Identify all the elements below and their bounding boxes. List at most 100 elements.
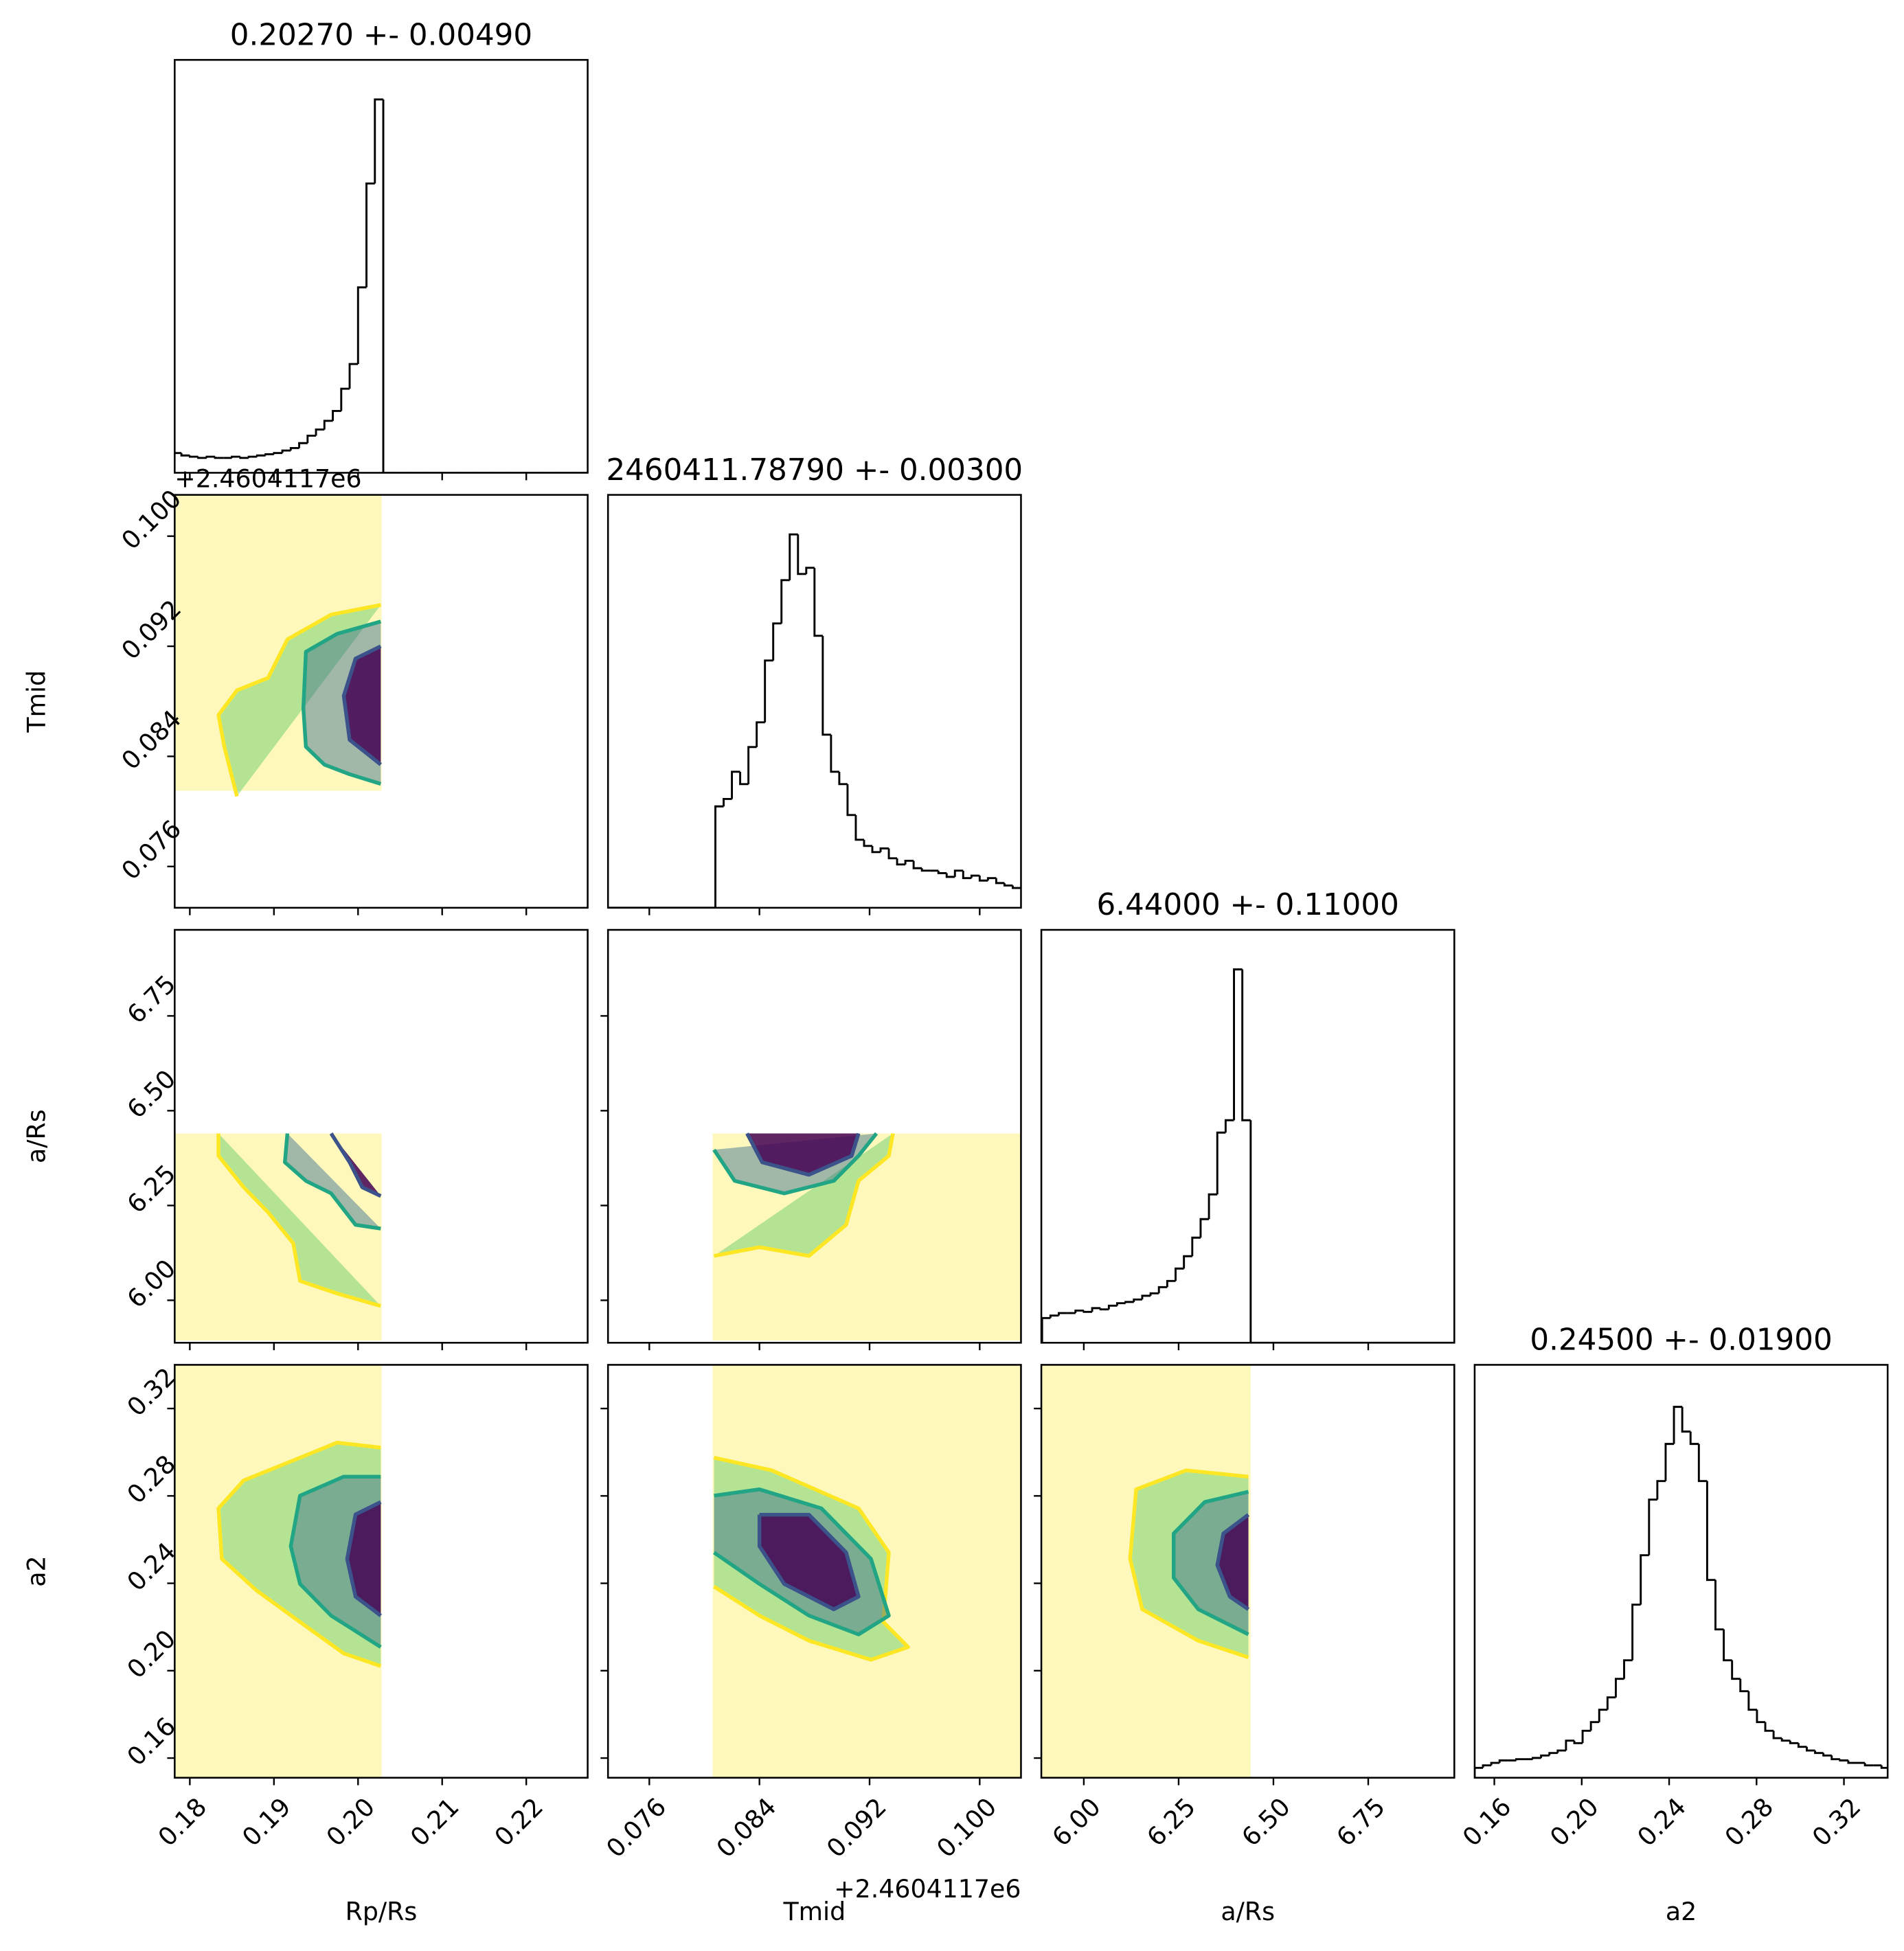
- histogram-step: [306, 434, 317, 444]
- histogram-step: [1091, 1307, 1101, 1312]
- histogram-panel: [1041, 968, 1455, 1343]
- histogram-step: [1233, 968, 1243, 1121]
- histogram-step: [1780, 1738, 1791, 1742]
- histogram-step: [247, 455, 258, 458]
- histogram-step: [830, 734, 839, 773]
- histogram-step: [1498, 1759, 1508, 1764]
- histogram-step: [1556, 1749, 1566, 1753]
- x-tick-label: 6.25: [1141, 1792, 1201, 1852]
- histogram-step: [1731, 1660, 1741, 1680]
- sample-cloud: [174, 1133, 382, 1340]
- histogram-step: [1681, 1406, 1691, 1433]
- histogram-step: [780, 579, 790, 624]
- contour-line: [714, 1133, 895, 1258]
- histogram-step: [1183, 1255, 1192, 1269]
- histogram-step: [348, 363, 359, 389]
- histogram-step: [1831, 1755, 1840, 1761]
- contour-fill: [759, 1514, 859, 1610]
- histogram-step: [756, 721, 765, 747]
- y-tick-label: 6.00: [122, 1253, 182, 1314]
- histogram-step: [315, 428, 325, 436]
- histogram-step: [231, 455, 240, 458]
- histogram-step: [714, 805, 724, 908]
- histogram-step: [1116, 1302, 1126, 1306]
- scatter-panel: [174, 494, 383, 797]
- histogram-step: [273, 452, 283, 455]
- histogram-step: [1764, 1722, 1774, 1732]
- histogram-step: [854, 814, 864, 841]
- histogram-step: [323, 420, 333, 430]
- histogram-step: [846, 784, 856, 817]
- contour-line: [216, 1440, 382, 1668]
- histogram-step: [970, 874, 980, 878]
- histogram-step: [1133, 1298, 1142, 1302]
- histogram-step: [1640, 1554, 1649, 1605]
- histogram-step: [1058, 1312, 1067, 1316]
- contour-line: [1128, 1468, 1249, 1659]
- panel-frame: [607, 494, 1022, 909]
- x-tick-label: 0.22: [488, 1792, 549, 1852]
- contour-line: [1172, 1490, 1249, 1636]
- x-axis-label: Tmid: [782, 1897, 846, 1926]
- offset-text: +2.4604117e6: [174, 464, 361, 494]
- x-tick-label: 0.21: [405, 1792, 465, 1852]
- panel-frame: [1040, 1364, 1455, 1779]
- histogram-step: [1614, 1678, 1624, 1698]
- histogram-step: [1565, 1739, 1574, 1751]
- histogram-step: [945, 873, 955, 878]
- x-tick-label: 0.16: [1457, 1792, 1517, 1852]
- histogram-step: [289, 446, 299, 451]
- x-tick-label: 0.20: [321, 1792, 381, 1852]
- histogram-step: [264, 453, 274, 456]
- histogram-step: [1208, 1193, 1218, 1220]
- contour-fill: [218, 604, 381, 797]
- histogram-step: [772, 622, 782, 661]
- histogram-step: [805, 567, 815, 574]
- histogram-step: [1532, 1757, 1541, 1759]
- histogram-step: [731, 771, 740, 799]
- histogram-step: [1789, 1740, 1799, 1744]
- histogram-step: [365, 182, 375, 288]
- histogram-step: [281, 449, 291, 453]
- histogram-step: [962, 870, 972, 880]
- contour-fill: [218, 1442, 381, 1667]
- histogram-step: [214, 457, 224, 459]
- histogram-step: [1199, 1218, 1210, 1238]
- histogram-step: [256, 454, 266, 457]
- y-tick-label: 0.20: [122, 1624, 182, 1685]
- panel-title: 0.20270 +- 0.00490: [230, 18, 532, 52]
- histogram-step: [821, 635, 831, 736]
- histogram-step: [1739, 1678, 1749, 1693]
- histogram-step: [1241, 969, 1251, 1121]
- histogram-step: [1540, 1754, 1550, 1758]
- histogram-step: [1756, 1709, 1766, 1724]
- histogram-step: [1863, 1763, 1874, 1767]
- y-tick-label: 0.24: [122, 1537, 182, 1597]
- histogram-step: [1482, 1764, 1492, 1768]
- sample-cloud: [174, 1365, 382, 1778]
- histogram-step: [1673, 1406, 1683, 1444]
- histogram-step: [986, 877, 997, 881]
- histogram-step: [1573, 1740, 1583, 1744]
- y-tick-label: 6.75: [122, 969, 182, 1029]
- histogram-step: [239, 457, 249, 459]
- sample-cloud: [174, 494, 382, 791]
- histogram-step: [1191, 1236, 1201, 1257]
- histogram-step: [1216, 1131, 1226, 1195]
- histogram-step: [1697, 1444, 1708, 1483]
- histogram-step: [1847, 1760, 1857, 1764]
- histogram-step: [1474, 1766, 1484, 1778]
- histogram-step: [1648, 1498, 1657, 1555]
- histogram-step: [1166, 1279, 1176, 1288]
- histogram-step: [978, 876, 988, 882]
- contour-line: [341, 644, 383, 766]
- histogram-step: [764, 659, 773, 722]
- panel-frame: [174, 494, 589, 909]
- histogram-step: [1175, 1267, 1184, 1281]
- x-axis-label: Rp/Rs: [345, 1897, 418, 1926]
- histogram-step: [1814, 1750, 1824, 1755]
- histogram-step: [174, 452, 182, 455]
- panel-frame: [1473, 1364, 1889, 1779]
- contour-line: [745, 1132, 861, 1177]
